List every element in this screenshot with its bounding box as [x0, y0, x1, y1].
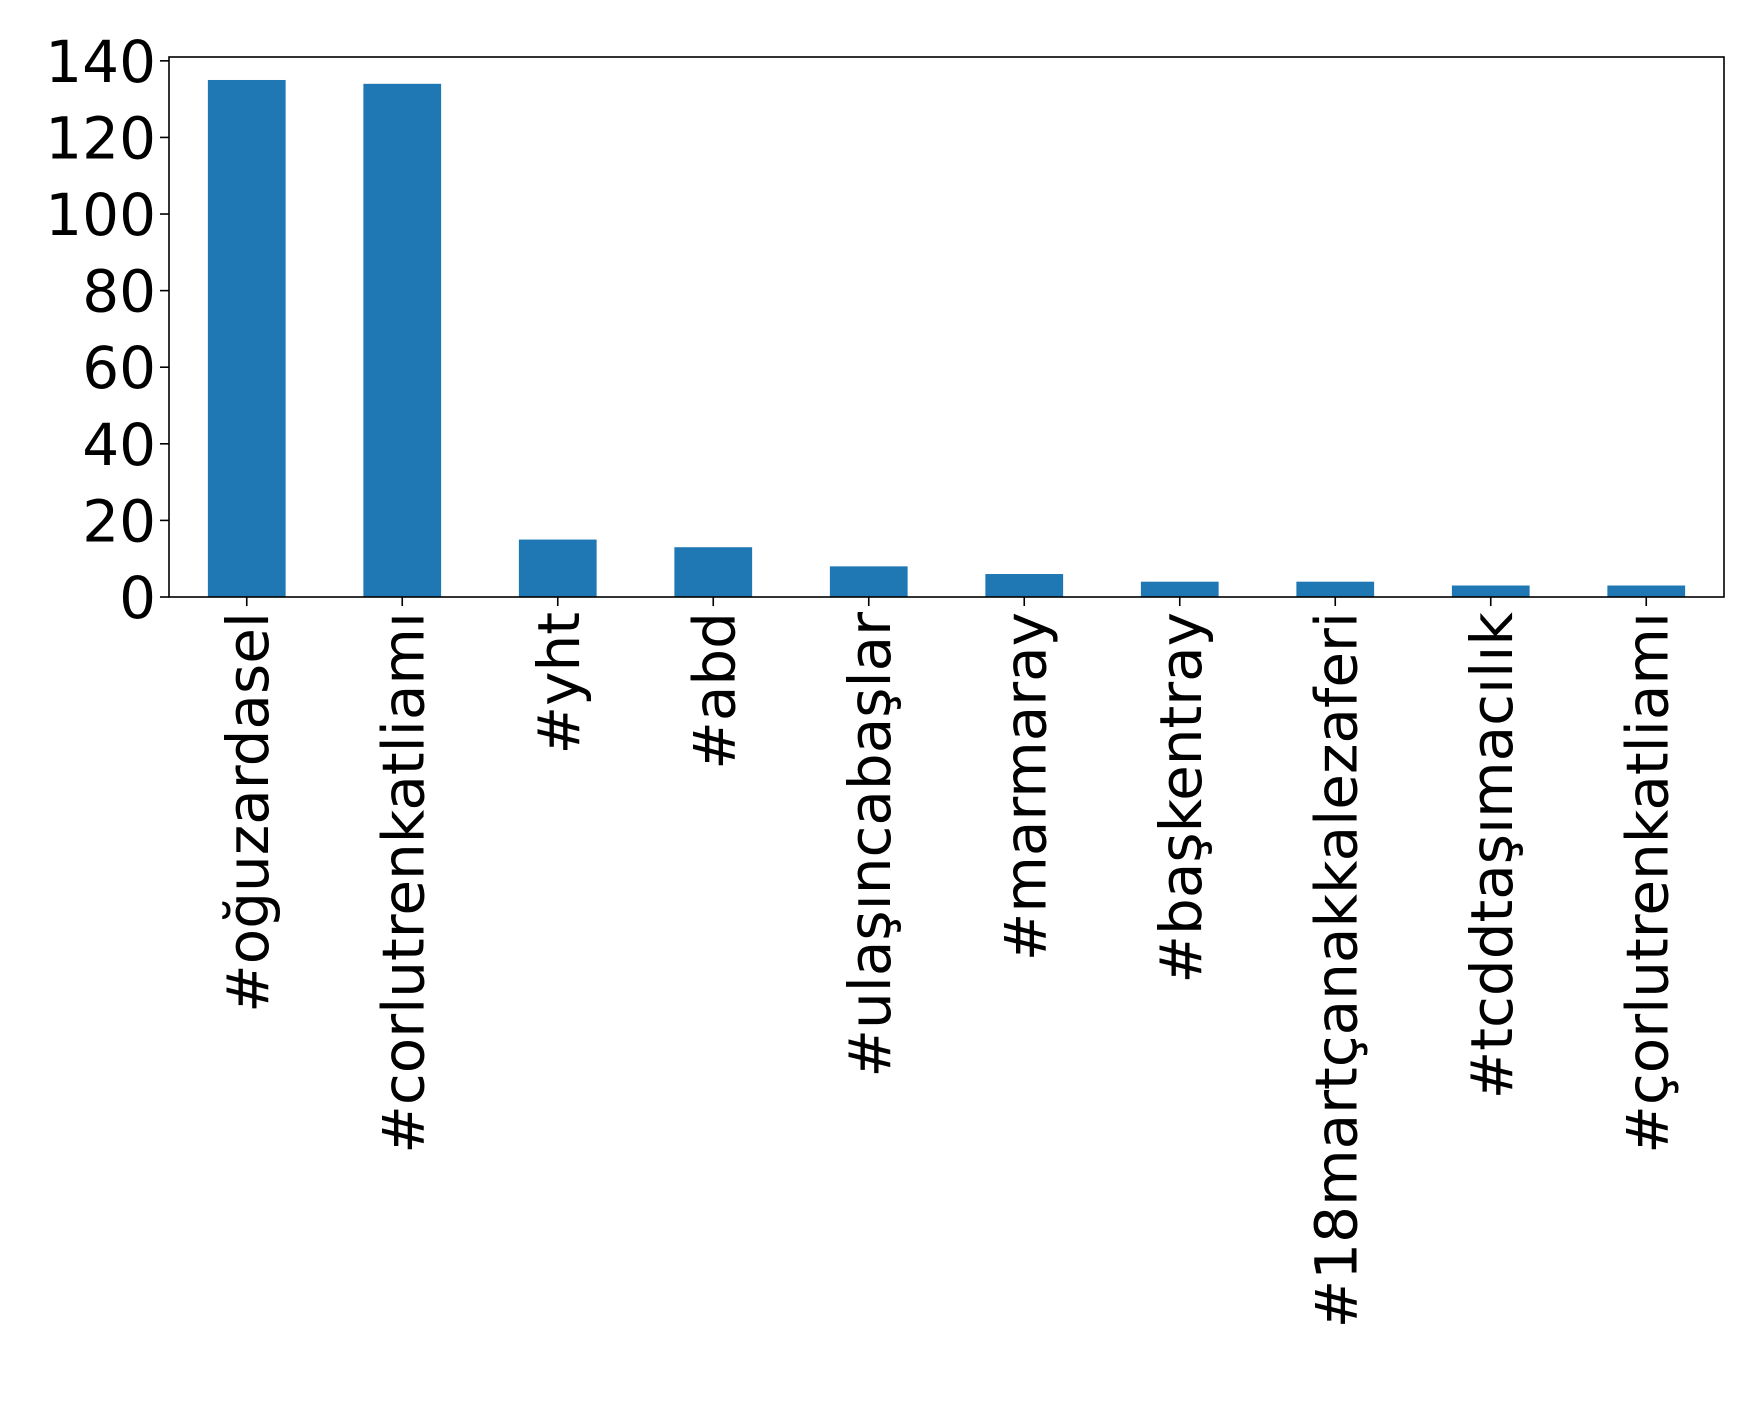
bars-group — [207, 79, 1686, 598]
y-tick-label-2: 40 — [82, 411, 156, 479]
bar-6 — [1140, 581, 1219, 597]
bar-3 — [674, 547, 753, 597]
y-axis: 0 20 40 60 80 100 120 140 — [45, 28, 169, 632]
y-tick-label-1: 20 — [82, 487, 156, 555]
x-tick-label-0: #oğuzardasel — [214, 612, 282, 1013]
y-tick-label-7: 140 — [45, 28, 156, 96]
y-tick-label-3: 60 — [82, 334, 156, 402]
x-tick-label-7: #18martçanakkalezaferi — [1302, 612, 1370, 1328]
bar-1 — [363, 83, 442, 597]
x-axis: #oğuzardasel #corlutrenkatliamı #yht #abd #u… — [214, 597, 1681, 1328]
x-tick-label-5: #marmaray — [991, 612, 1059, 961]
x-tick-label-9: #çorlutrenkatliamı — [1613, 612, 1681, 1154]
bar-2 — [518, 539, 597, 597]
bar-8 — [1451, 585, 1530, 597]
x-tick-label-6: #başkentray — [1147, 612, 1215, 984]
bar-5 — [985, 574, 1064, 597]
x-tick-label-1: #corlutrenkatliamı — [369, 612, 437, 1154]
y-tick-label-6: 120 — [45, 104, 156, 172]
bar-0 — [207, 79, 286, 598]
x-tick-label-4: #ulaşıncabaşlar — [836, 612, 904, 1078]
x-tick-label-2: #yht — [525, 612, 593, 754]
bar-7 — [1296, 581, 1375, 597]
x-tick-label-8: #tcddtaşımacılık — [1458, 612, 1526, 1100]
plot-frame — [168, 56, 1725, 598]
y-tick-label-4: 80 — [82, 258, 156, 326]
bar-4 — [829, 566, 908, 597]
bar-9 — [1607, 585, 1686, 597]
y-tick-label-5: 100 — [45, 181, 156, 249]
x-tick-label-3: #abd — [680, 612, 748, 770]
y-tick-label-0: 0 — [119, 564, 156, 632]
